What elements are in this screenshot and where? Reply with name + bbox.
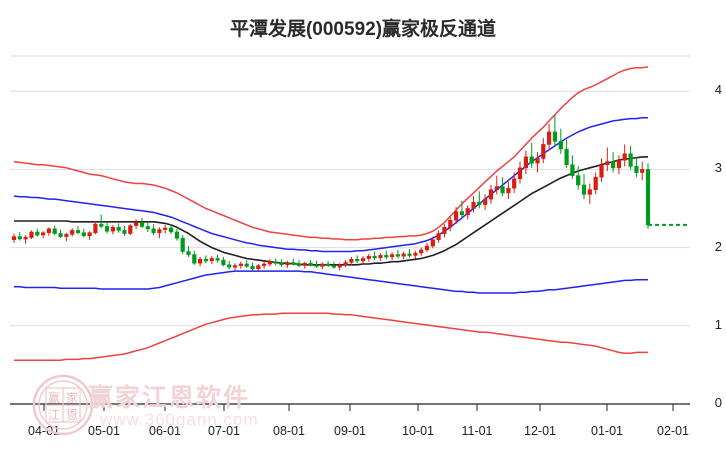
xtick-label-01-01: 01-01 [591,424,623,438]
xtick-label-08-01: 08-01 [273,424,305,438]
ytick-label-1: 1 [714,316,722,332]
ytick-label-3: 3 [714,160,722,176]
xtick-label-06-01: 06-01 [149,424,181,438]
xtick-label-04-01: 04-01 [28,424,60,438]
xtick-label-07-01: 07-01 [208,424,240,438]
candlestick-series [11,114,651,272]
ytick-label-2: 2 [714,238,722,254]
ytick-label-0: 0 [714,395,722,410]
ytick-label-4: 4 [714,82,722,98]
xtick-label-05-01: 05-01 [88,424,120,438]
band-upper-red [13,66,649,241]
band-mid-black [14,156,648,266]
xtick-label-11-01: 11-01 [461,424,493,438]
xtick-label-02-01: 02-01 [657,424,689,438]
xtick-label-10-01: 10-01 [402,424,434,438]
band-lower-red [14,312,648,361]
page-title: 平潭发展(000592)赢家极反通道 [229,19,497,40]
band-lower-blue [14,270,648,294]
xtick-label-09-01: 09-01 [334,424,366,438]
xtick-label-12-01: 12-01 [524,424,556,438]
